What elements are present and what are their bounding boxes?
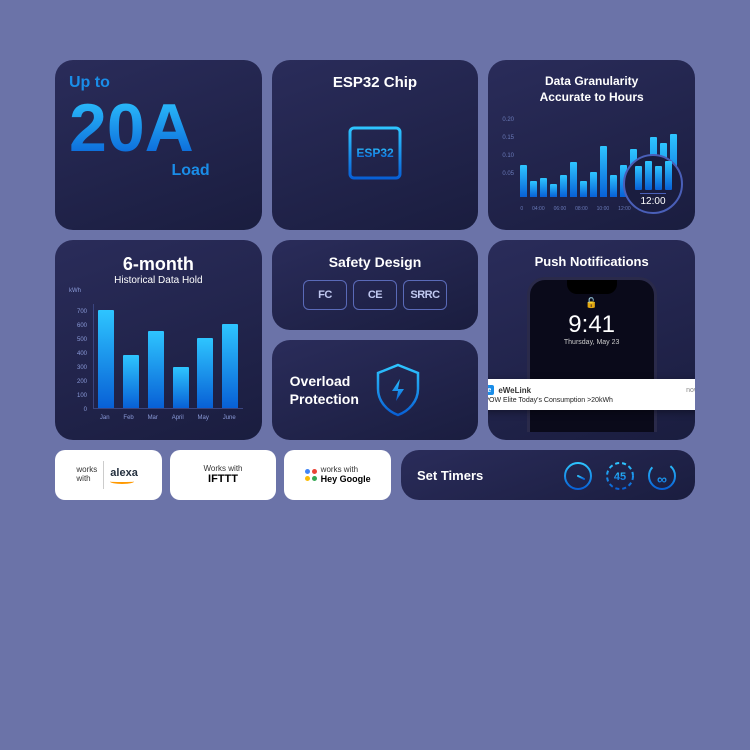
- notification-banner: e eWeLink now POW Elite Today's Consumpt…: [488, 379, 695, 410]
- safety-title: Safety Design: [286, 254, 465, 270]
- history-title: 6-month: [69, 254, 248, 275]
- chart-bar: [173, 367, 189, 408]
- cert-badge: FC: [303, 280, 347, 310]
- hourly-chart: 0.20 0.15 0.10 0.05 004:0006:0008:0010:0…: [502, 117, 681, 212]
- chart-bar: [600, 146, 607, 197]
- google-icon: [305, 469, 317, 481]
- card-granularity: Data Granularity Accurate to Hours 0.20 …: [488, 60, 695, 230]
- history-chart: kWh 7006005004003002001000 JanFebMarApri…: [69, 296, 248, 421]
- phone-date: Thursday, May 23: [530, 339, 654, 346]
- chart-bar: [550, 184, 557, 197]
- phone-notch: [567, 280, 617, 294]
- chart-bar: [98, 310, 114, 408]
- svg-text:45: 45: [614, 471, 626, 483]
- notif-title: Push Notifications: [502, 254, 681, 269]
- phone-time: 9:41: [530, 311, 654, 339]
- chart-bar: [540, 178, 547, 197]
- granularity-title: Data Granularity Accurate to Hours: [502, 74, 681, 105]
- chart-bar: [520, 165, 527, 197]
- card-history: 6-month Historical Data Hold kWh 7006005…: [55, 240, 262, 440]
- load-value: 20A: [69, 94, 248, 162]
- chart-bar: [197, 338, 213, 408]
- lock-icon: 🔓: [530, 298, 654, 309]
- badge-ifttt: Works with IFTTT: [170, 450, 277, 500]
- compatibility-badges: works with alexa Works with IFTTT works …: [55, 450, 391, 500]
- card-load: Up to 20A Load: [55, 60, 262, 230]
- history-sub: Historical Data Hold: [69, 275, 248, 286]
- loop-timer-icon: ∞: [645, 458, 679, 492]
- cert-badge: CE: [353, 280, 397, 310]
- timers-title: Set Timers: [417, 468, 483, 483]
- card-chip: ESP32 Chip ESP32: [272, 60, 479, 230]
- chip-icon: ESP32: [325, 103, 425, 203]
- chart-bar: [570, 162, 577, 197]
- card-safety: Safety Design FCCESRRC: [272, 240, 479, 330]
- chart-bar: [560, 175, 567, 197]
- overload-title: Overload Protection: [290, 372, 359, 408]
- card-overload: Overload Protection: [272, 340, 479, 440]
- alexa-icon: alexa: [110, 467, 140, 484]
- chart-bar: [123, 355, 139, 408]
- magnifier-icon: 12:00: [623, 154, 683, 214]
- app-icon: e: [488, 385, 494, 395]
- chart-bar: [222, 324, 238, 408]
- svg-text:ESP32: ESP32: [356, 146, 394, 160]
- clock-icon: [561, 458, 595, 492]
- card-notifications: Push Notifications 🔓 9:41 Thursday, May …: [488, 240, 695, 440]
- cert-badge: SRRC: [403, 280, 447, 310]
- chart-bar: [148, 331, 164, 408]
- card-timers: Set Timers 45 ∞: [401, 450, 695, 500]
- chart-bar: [580, 181, 587, 197]
- countdown-icon: 45: [603, 458, 637, 492]
- chart-bar: [610, 175, 617, 197]
- badge-alexa: works with alexa: [55, 450, 162, 500]
- chip-title: ESP32 Chip: [286, 74, 465, 91]
- chart-bar: [590, 172, 597, 197]
- shield-icon: [373, 363, 423, 417]
- badge-google: works with Hey Google: [284, 450, 391, 500]
- chart-bar: [530, 181, 537, 197]
